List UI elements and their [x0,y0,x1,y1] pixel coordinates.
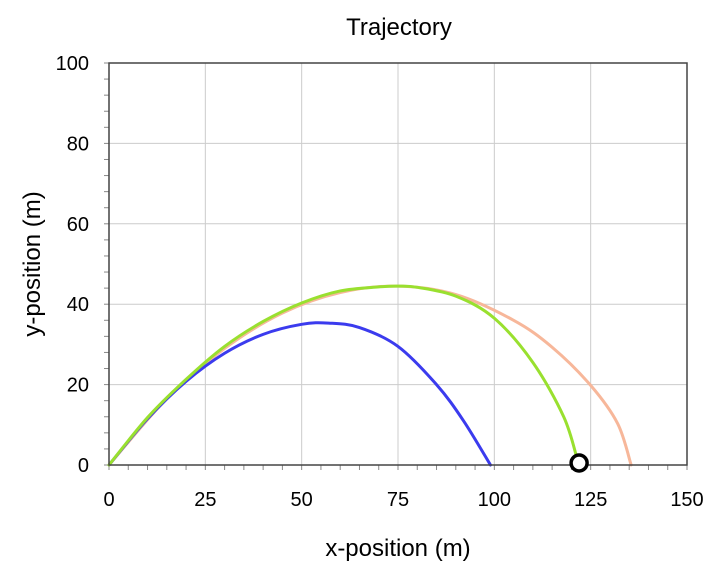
x-tick-labels: 0 25 50 75 100 125 150 [103,489,703,511]
x-tick-label: 0 [103,489,114,511]
x-tick-label: 100 [478,489,511,511]
y-tick-label: 60 [67,214,89,236]
projectile-marker-circle [569,453,589,473]
trajectory-series-1 [107,284,579,467]
series-lines [107,284,633,467]
y-tick-label: 0 [78,455,89,477]
minor-ticks [104,62,688,470]
y-tick-label: 100 [56,53,89,75]
x-axis-title: x-position (m) [325,535,470,562]
plot-frame [108,62,688,466]
y-axis-title: y-position (m) [19,191,46,336]
x-tick-label: 75 [387,489,409,511]
x-tick-label: 25 [194,489,216,511]
chart-title: Trajectory [346,14,452,41]
grid-lines [108,62,688,466]
trajectory-series-2 [107,284,633,467]
y-tick-labels: 0 20 40 60 80 100 [56,53,89,477]
x-tick-label: 50 [291,489,313,511]
y-tick-label: 80 [67,133,89,155]
x-tick-label: 150 [670,489,703,511]
projectile-marker [569,453,589,473]
y-tick-label: 40 [67,294,89,316]
trajectory-series-0 [107,321,492,467]
y-tick-label: 20 [67,375,89,397]
x-tick-label: 125 [574,489,607,511]
